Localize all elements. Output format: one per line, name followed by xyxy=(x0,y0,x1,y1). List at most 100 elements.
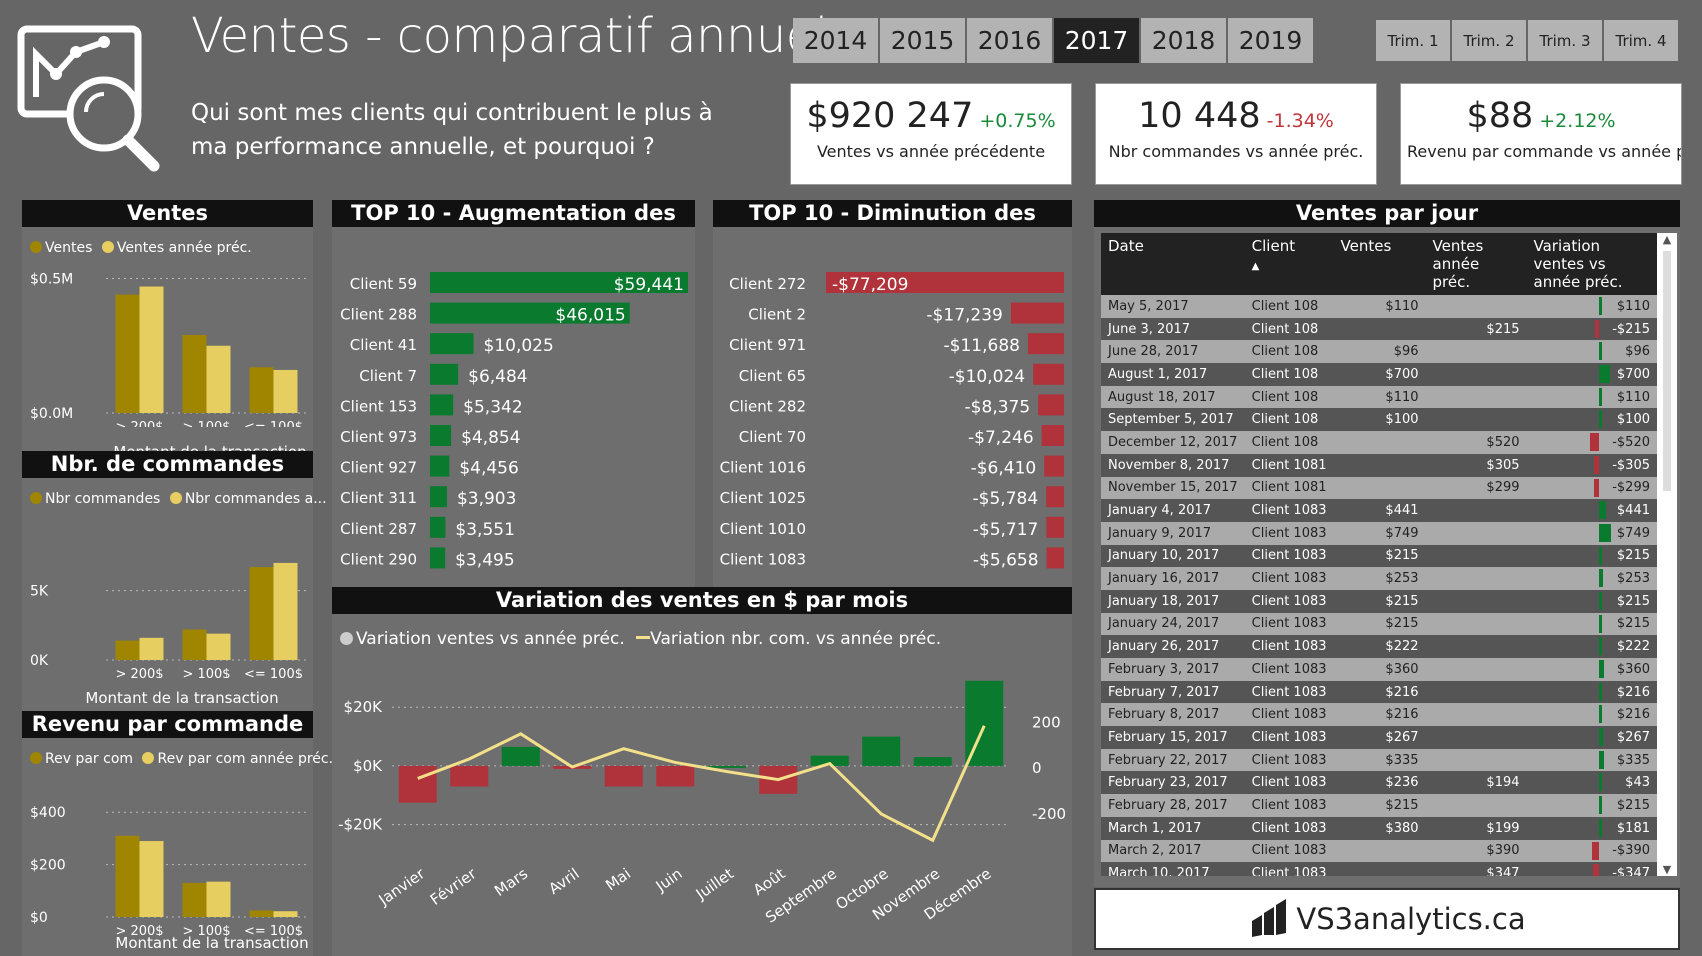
bar-current[interactable] xyxy=(182,334,207,413)
table-row[interactable]: January 16, 2017 Client 1083 $253 $253 xyxy=(1101,567,1657,590)
bar-decrease[interactable] xyxy=(1046,516,1064,538)
month-bar[interactable] xyxy=(656,765,695,787)
ventes-chart[interactable]: $0.0M $0.5M > 200$ > 100$ <= 100$ xyxy=(22,267,313,427)
bar-decrease[interactable] xyxy=(826,272,1064,293)
table-row[interactable]: March 10, 2017 Client 1083 $347 -$347 xyxy=(1101,862,1657,876)
bar-current[interactable] xyxy=(115,294,140,413)
bar-previous[interactable] xyxy=(139,841,164,917)
revenu-chart[interactable]: $0 $200 $400 > 200$ > 100$ <= 100$ xyxy=(22,774,313,936)
table-row[interactable]: September 5, 2017 Client 108 $100 $100 xyxy=(1101,408,1657,432)
year-button-2015[interactable]: 2015 xyxy=(880,18,965,63)
bar-increase[interactable] xyxy=(430,272,688,293)
bar-previous[interactable] xyxy=(273,911,298,917)
col-date[interactable]: Date xyxy=(1101,233,1245,295)
table-row[interactable]: May 5, 2017 Client 108 $110 $110 xyxy=(1101,295,1657,318)
bar-decrease[interactable] xyxy=(1038,394,1064,416)
brand-box[interactable]: VS3analytics.ca xyxy=(1094,888,1680,950)
commandes-chart[interactable]: 0K 5K > 200$ > 100$ <= 100$ xyxy=(22,518,313,678)
table-row[interactable]: January 4, 2017 Client 1083 $441 $441 xyxy=(1101,499,1657,522)
table-row[interactable]: March 1, 2017 Client 1083 $380 $199 $181 xyxy=(1101,816,1657,840)
year-button-2014[interactable]: 2014 xyxy=(793,18,878,63)
scroll-down-icon[interactable]: ▼ xyxy=(1662,863,1672,876)
daily-table[interactable]: Date Client ▲ Ventes Ventes année préc. V… xyxy=(1101,233,1677,876)
bar-increase[interactable] xyxy=(430,394,454,416)
year-button-2016[interactable]: 2016 xyxy=(967,18,1052,63)
bar-previous[interactable] xyxy=(273,369,298,413)
table-row[interactable]: June 28, 2017 Client 108 $96 $96 xyxy=(1101,340,1657,364)
table-row[interactable]: February 23, 2017 Client 1083 $236 $194 $43 xyxy=(1101,771,1657,795)
bar-previous[interactable] xyxy=(139,286,164,413)
col-client[interactable]: Client ▲ xyxy=(1244,233,1334,295)
quarter-button-4[interactable]: Trim. 4 xyxy=(1604,20,1678,61)
col-ventes[interactable]: Ventes xyxy=(1333,233,1426,295)
table-row[interactable]: January 18, 2017 Client 1083 $215 $215 xyxy=(1101,589,1657,613)
table-row[interactable]: February 28, 2017 Client 1083 $215 $215 xyxy=(1101,794,1657,817)
orders-variation-line[interactable] xyxy=(417,725,986,843)
bar-current[interactable] xyxy=(182,629,207,660)
bar-decrease[interactable] xyxy=(1046,486,1064,508)
month-bar[interactable] xyxy=(810,755,849,766)
table-row[interactable]: February 8, 2017 Client 1083 $216 $216 xyxy=(1101,703,1657,727)
table-row[interactable]: November 15, 2017 Client 1081 $299 -$299 xyxy=(1101,476,1657,500)
year-button-2018[interactable]: 2018 xyxy=(1141,18,1226,63)
bar-decrease[interactable] xyxy=(1041,425,1064,446)
year-button-2017[interactable]: 2017 xyxy=(1054,18,1139,63)
bar-increase[interactable] xyxy=(430,425,452,446)
year-button-2019[interactable]: 2019 xyxy=(1228,18,1313,63)
table-row[interactable]: January 9, 2017 Client 1083 $749 $749 xyxy=(1101,521,1657,545)
bar-decrease[interactable] xyxy=(1010,302,1064,324)
table-row[interactable]: November 8, 2017 Client 1081 $305 -$305 xyxy=(1101,453,1657,477)
month-bar[interactable] xyxy=(913,757,952,766)
quarter-button-3[interactable]: Trim. 3 xyxy=(1528,20,1602,61)
table-row[interactable]: February 22, 2017 Client 1083 $335 $335 xyxy=(1101,748,1657,772)
top-down-chart[interactable]: Client 272 -$77,209 Client 2 -$17,239 Client… xyxy=(713,227,1072,599)
bar-previous[interactable] xyxy=(206,881,231,917)
quarter-button-1[interactable]: Trim. 1 xyxy=(1376,20,1450,61)
bar-current[interactable] xyxy=(115,640,140,660)
bar-current[interactable] xyxy=(249,567,274,660)
bar-increase[interactable] xyxy=(430,486,447,508)
month-bar[interactable] xyxy=(707,765,746,768)
col-prec[interactable]: Ventes année préc. xyxy=(1425,233,1527,295)
bar-increase[interactable] xyxy=(430,516,446,538)
bar-previous[interactable] xyxy=(206,345,231,413)
table-row[interactable]: August 1, 2017 Client 108 $700 $700 xyxy=(1101,363,1657,386)
month-bar[interactable] xyxy=(398,765,437,803)
table-row[interactable]: February 15, 2017 Client 1083 $267 $267 xyxy=(1101,726,1657,749)
bar-current[interactable] xyxy=(249,367,274,413)
bar-decrease[interactable] xyxy=(1044,455,1064,477)
col-variation[interactable]: Variation ventes vs année préc. xyxy=(1526,233,1657,295)
bar-previous[interactable] xyxy=(139,637,164,660)
table-row[interactable]: December 12, 2017 Client 108 $520 -$520 xyxy=(1101,431,1657,454)
table-row[interactable]: February 7, 2017 Client 1083 $216 $216 xyxy=(1101,680,1657,704)
table-row[interactable]: March 2, 2017 Client 1083 $390 -$390 xyxy=(1101,839,1657,863)
month-bar[interactable] xyxy=(450,765,489,787)
top-up-chart[interactable]: Client 59 $59,441 Client 288 $46,015 Client … xyxy=(332,227,695,599)
table-scrollbar[interactable]: ▲ ▼ xyxy=(1657,233,1677,876)
bar-increase[interactable] xyxy=(430,547,446,569)
month-bar[interactable] xyxy=(862,736,901,766)
bar-increase[interactable] xyxy=(430,333,474,355)
table-row[interactable]: August 18, 2017 Client 108 $110 $110 xyxy=(1101,385,1657,409)
bar-decrease[interactable] xyxy=(1027,333,1064,355)
month-bar[interactable] xyxy=(604,765,643,787)
bar-current[interactable] xyxy=(115,835,140,917)
quarter-button-2[interactable]: Trim. 2 xyxy=(1452,20,1526,61)
bar-previous[interactable] xyxy=(273,562,298,660)
bar-decrease[interactable] xyxy=(1046,547,1064,569)
table-row[interactable]: February 3, 2017 Client 1083 $360 $360 xyxy=(1101,658,1657,681)
table-row[interactable]: January 24, 2017 Client 1083 $215 $215 xyxy=(1101,612,1657,636)
table-row[interactable]: June 3, 2017 Client 108 $215 -$215 xyxy=(1101,317,1657,341)
bar-current[interactable] xyxy=(249,910,274,917)
bar-increase[interactable] xyxy=(430,363,459,385)
bar-increase[interactable] xyxy=(430,455,450,477)
bar-current[interactable] xyxy=(182,882,207,917)
scroll-up-icon[interactable]: ▲ xyxy=(1662,233,1672,246)
bar-decrease[interactable] xyxy=(1033,363,1064,385)
scroll-thumb[interactable] xyxy=(1663,251,1671,491)
table-row[interactable]: January 26, 2017 Client 1083 $222 $222 xyxy=(1101,635,1657,658)
bar-increase[interactable] xyxy=(430,302,630,324)
month-bar[interactable] xyxy=(501,746,540,766)
table-row[interactable]: January 10, 2017 Client 1083 $215 $215 xyxy=(1101,544,1657,568)
